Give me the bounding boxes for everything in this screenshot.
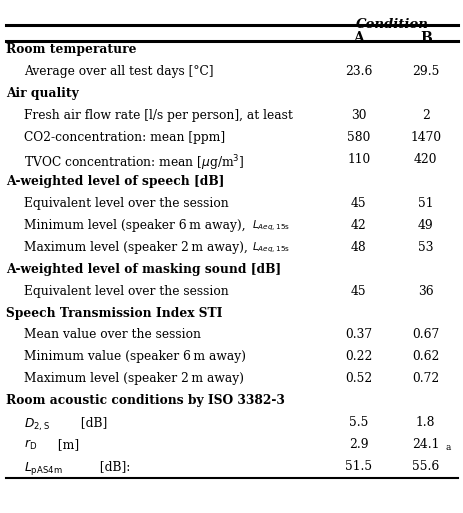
Text: 0.22: 0.22 bbox=[344, 350, 372, 363]
Text: 23.6: 23.6 bbox=[344, 65, 372, 78]
Text: 29.5: 29.5 bbox=[411, 65, 438, 78]
Text: 0.62: 0.62 bbox=[411, 350, 438, 363]
Text: 45: 45 bbox=[350, 285, 366, 298]
Text: CO2-concentration: mean [ppm]: CO2-concentration: mean [ppm] bbox=[25, 131, 225, 144]
Text: 0.72: 0.72 bbox=[411, 372, 438, 385]
Text: 49: 49 bbox=[417, 219, 432, 232]
Text: 24.1: 24.1 bbox=[411, 438, 438, 451]
Text: 2: 2 bbox=[421, 109, 429, 122]
Text: [dB]: [dB] bbox=[77, 416, 107, 429]
Text: 1470: 1470 bbox=[409, 131, 440, 144]
Text: 2.9: 2.9 bbox=[348, 438, 368, 451]
Text: 55.6: 55.6 bbox=[411, 460, 438, 473]
Text: 0.67: 0.67 bbox=[411, 328, 438, 342]
Text: 45: 45 bbox=[350, 197, 366, 210]
Text: 36: 36 bbox=[417, 285, 432, 298]
Text: A: A bbox=[353, 31, 363, 45]
Text: 580: 580 bbox=[346, 131, 370, 144]
Text: $L_\mathrm{pAS4m}$: $L_\mathrm{pAS4m}$ bbox=[25, 460, 63, 477]
Text: B: B bbox=[419, 31, 431, 45]
Text: 53: 53 bbox=[417, 241, 432, 254]
Text: Air quality: Air quality bbox=[6, 87, 79, 100]
Text: [dB]:: [dB]: bbox=[96, 460, 130, 473]
Text: Minimum value (speaker 6 m away): Minimum value (speaker 6 m away) bbox=[25, 350, 246, 363]
Text: 0.52: 0.52 bbox=[344, 372, 372, 385]
Text: Equivalent level over the session: Equivalent level over the session bbox=[25, 285, 229, 298]
Text: A-weighted level of masking sound [dB]: A-weighted level of masking sound [dB] bbox=[6, 263, 281, 275]
Text: TVOC concentration: mean [$\mu$g/m$^3$]: TVOC concentration: mean [$\mu$g/m$^3$] bbox=[25, 153, 244, 172]
Text: 420: 420 bbox=[413, 153, 437, 166]
Text: 0.37: 0.37 bbox=[344, 328, 372, 342]
Text: Mean value over the session: Mean value over the session bbox=[25, 328, 201, 342]
Text: $L_{Aeq,15\mathrm{s}}$: $L_{Aeq,15\mathrm{s}}$ bbox=[251, 219, 289, 233]
Text: 51: 51 bbox=[417, 197, 432, 210]
Text: 1.8: 1.8 bbox=[415, 416, 434, 429]
Text: 42: 42 bbox=[350, 219, 366, 232]
Text: 48: 48 bbox=[350, 241, 366, 254]
Text: 30: 30 bbox=[350, 109, 366, 122]
Text: 5.5: 5.5 bbox=[348, 416, 368, 429]
Text: $r_\mathrm{D}$: $r_\mathrm{D}$ bbox=[25, 438, 38, 452]
Text: Condition: Condition bbox=[355, 18, 428, 31]
Text: Room temperature: Room temperature bbox=[6, 43, 136, 56]
Text: 51.5: 51.5 bbox=[344, 460, 372, 473]
Text: Maximum level (speaker 2 m away): Maximum level (speaker 2 m away) bbox=[25, 372, 244, 385]
Text: Fresh air flow rate [l/s per person], at least: Fresh air flow rate [l/s per person], at… bbox=[25, 109, 293, 122]
Text: Speech Transmission Index STI: Speech Transmission Index STI bbox=[6, 306, 222, 320]
Text: Equivalent level over the session: Equivalent level over the session bbox=[25, 197, 229, 210]
Text: A-weighted level of speech [dB]: A-weighted level of speech [dB] bbox=[6, 175, 224, 188]
Text: Average over all test days [°C]: Average over all test days [°C] bbox=[25, 65, 213, 78]
Text: $L_{Aeq,15\mathrm{s}}$: $L_{Aeq,15\mathrm{s}}$ bbox=[251, 241, 289, 255]
Text: Maximum level (speaker 2 m away),: Maximum level (speaker 2 m away), bbox=[25, 241, 248, 254]
Text: $D_{2,\mathrm{S}}$: $D_{2,\mathrm{S}}$ bbox=[25, 416, 50, 432]
Text: Minimum level (speaker 6 m away),: Minimum level (speaker 6 m away), bbox=[25, 219, 245, 232]
Text: 110: 110 bbox=[346, 153, 369, 166]
Text: Room acoustic conditions by ISO 3382-3: Room acoustic conditions by ISO 3382-3 bbox=[6, 394, 284, 407]
Text: [m]: [m] bbox=[54, 438, 79, 451]
Text: a: a bbox=[444, 443, 450, 452]
